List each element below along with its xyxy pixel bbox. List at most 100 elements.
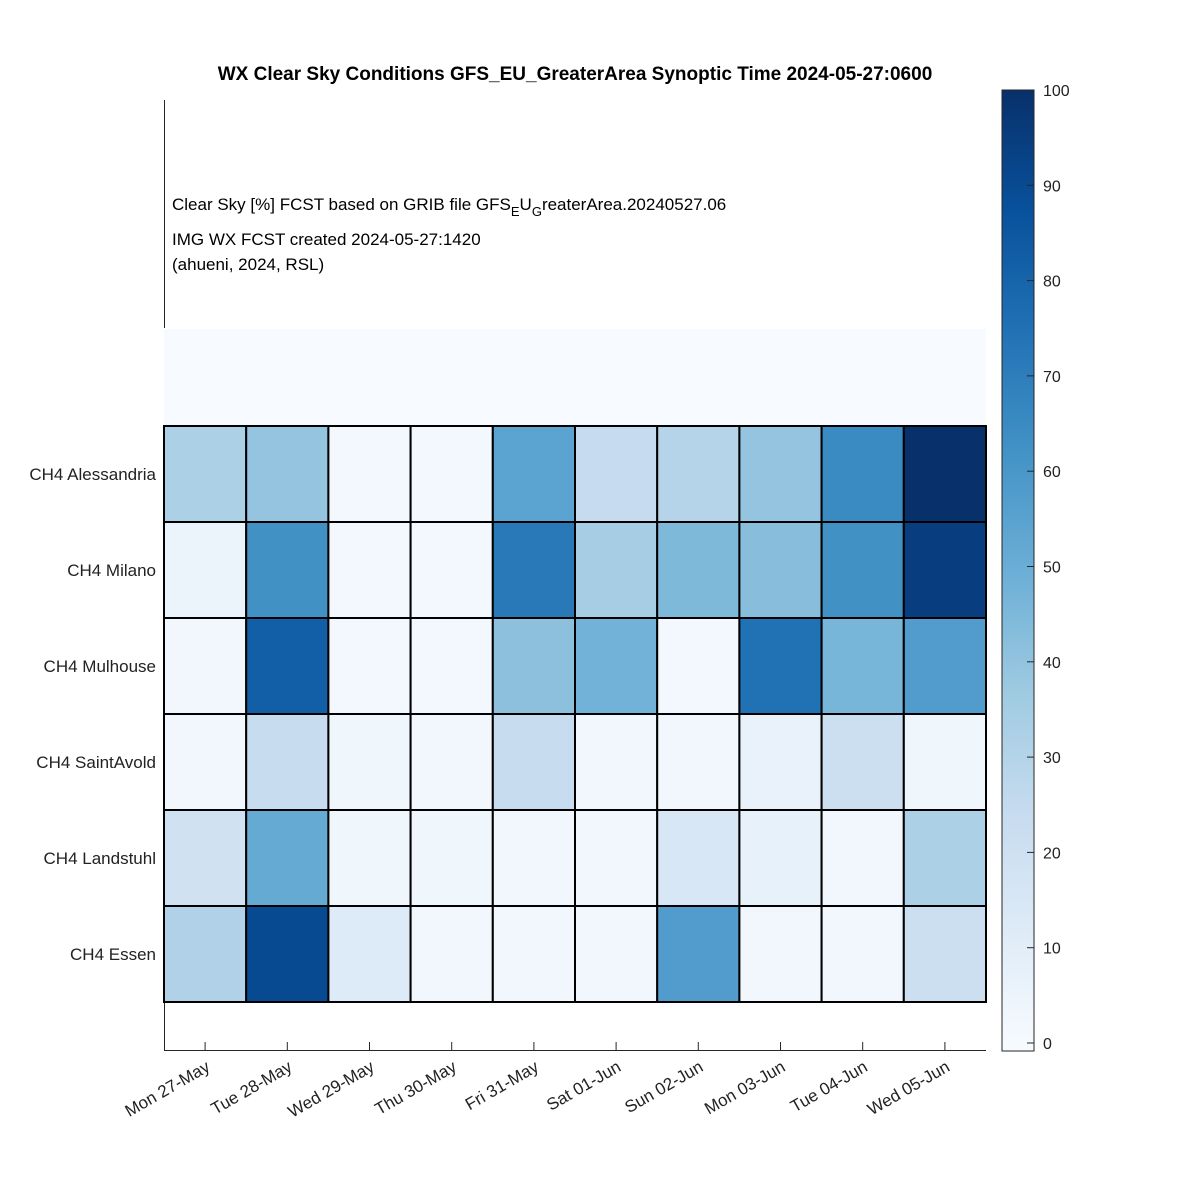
heatmap-cell bbox=[656, 713, 741, 811]
heatmap-cell bbox=[245, 809, 330, 907]
heatmap-cell bbox=[491, 425, 576, 523]
heatmap-cell bbox=[327, 713, 412, 811]
annotation-line-1-sub-e: E bbox=[511, 204, 520, 219]
heatmap-cell bbox=[245, 905, 330, 1003]
heatmap-cell bbox=[656, 809, 741, 907]
heatmap-cell bbox=[820, 425, 905, 523]
heatmap-cell bbox=[738, 425, 823, 523]
annotation-line-1: Clear Sky [%] FCST based on GRIB file GF… bbox=[172, 195, 726, 219]
y-tick-label: CH4 Alessandria bbox=[29, 465, 156, 484]
heatmap-cell bbox=[245, 521, 330, 619]
heatmap-cell bbox=[327, 809, 412, 907]
heatmap-cell bbox=[656, 905, 741, 1003]
heatmap-cell bbox=[491, 617, 576, 715]
heatmap-cell bbox=[574, 425, 659, 523]
heatmap-cell bbox=[245, 713, 330, 811]
heatmap-cell bbox=[574, 713, 659, 811]
heatmap-cell bbox=[902, 617, 987, 715]
y-tick-label: CH4 Essen bbox=[70, 945, 156, 964]
heatmap-cells bbox=[163, 425, 987, 1003]
annotation-line-1-sub-g: G bbox=[532, 204, 542, 219]
heatmap-cell bbox=[163, 425, 248, 523]
heatmap-cell bbox=[902, 521, 987, 619]
x-tick-label: Fri 31-May bbox=[462, 1057, 542, 1114]
heatmap-cell bbox=[738, 713, 823, 811]
heatmap-cell bbox=[656, 521, 741, 619]
heatmap-cell bbox=[327, 617, 412, 715]
heatmap-cell bbox=[820, 713, 905, 811]
annotation-line-1-suffix: reaterArea.20240527.06 bbox=[542, 195, 726, 214]
colorbar-tick-label: 50 bbox=[1043, 560, 1061, 577]
x-tick-label: Mon 27-May bbox=[122, 1057, 214, 1121]
annotation-line-1-prefix: Clear Sky [%] FCST based on GRIB file GF… bbox=[172, 195, 511, 214]
heatmap-cell bbox=[574, 617, 659, 715]
heatmap-cell bbox=[409, 809, 494, 907]
heatmap-cell bbox=[409, 905, 494, 1003]
heatmap-cell bbox=[327, 425, 412, 523]
y-axis-labels: CH4 Alessandria CH4 Milano CH4 Mulhouse CH4… bbox=[29, 465, 156, 964]
heatmap-cell bbox=[656, 617, 741, 715]
heatmap-cell bbox=[409, 713, 494, 811]
heatmap-cell bbox=[820, 617, 905, 715]
heatmap-cell bbox=[409, 617, 494, 715]
heatmap-cell bbox=[491, 713, 576, 811]
y-tick-label: CH4 Milano bbox=[67, 561, 156, 580]
heatmap-cell bbox=[738, 905, 823, 1003]
heatmap-cell bbox=[738, 809, 823, 907]
x-tick-label: Thu 30-May bbox=[372, 1057, 460, 1119]
colorbar-tick-label: 70 bbox=[1043, 369, 1061, 386]
y-tick-label: CH4 Mulhouse bbox=[44, 657, 156, 676]
heatmap-cell bbox=[902, 713, 987, 811]
x-tick-label: Sat 01-Jun bbox=[543, 1057, 624, 1115]
heatmap-cell bbox=[163, 521, 248, 619]
y-tick-label: CH4 Landstuhl bbox=[44, 849, 156, 868]
heatmap-cell bbox=[656, 425, 741, 523]
heatmap-cell bbox=[409, 521, 494, 619]
heatmap-cell bbox=[902, 905, 987, 1003]
annotation-line-2: IMG WX FCST created 2024-05-27:1420 bbox=[172, 230, 481, 249]
heatmap-cell bbox=[738, 521, 823, 619]
heatmap-cell bbox=[574, 905, 659, 1003]
heatmap-cell bbox=[574, 521, 659, 619]
colorbar-tick-label: 90 bbox=[1043, 178, 1061, 195]
colorbar-tick-label: 30 bbox=[1043, 750, 1061, 767]
x-tick-label: Mon 03-Jun bbox=[701, 1057, 788, 1118]
heatmap-cell bbox=[820, 521, 905, 619]
colorbar-tick-label: 80 bbox=[1043, 274, 1061, 291]
colorbar-tick-label: 40 bbox=[1043, 655, 1061, 672]
heatmap-cell bbox=[245, 425, 330, 523]
heatmap-cell bbox=[491, 905, 576, 1003]
heatmap-cell bbox=[327, 521, 412, 619]
annotation-line-1-mid: U bbox=[520, 195, 532, 214]
heatmap-cell bbox=[163, 617, 248, 715]
heatmap-cell bbox=[820, 905, 905, 1003]
heatmap-cell bbox=[738, 617, 823, 715]
y-tick-label: CH4 SaintAvold bbox=[36, 753, 156, 772]
heatmap-cell bbox=[902, 809, 987, 907]
heatmap-cell bbox=[163, 713, 248, 811]
x-tick-label: Sun 02-Jun bbox=[621, 1057, 706, 1117]
blank-top-row bbox=[164, 329, 986, 426]
colorbar-tick-label: 10 bbox=[1043, 941, 1061, 958]
chart-title: WX Clear Sky Conditions GFS_EU_GreaterAr… bbox=[218, 64, 933, 85]
colorbar-gradient bbox=[1001, 89, 1035, 1052]
heatmap-cell bbox=[163, 905, 248, 1003]
x-tick-label: Wed 05-Jun bbox=[864, 1057, 953, 1119]
heatmap-cell bbox=[491, 521, 576, 619]
x-tick-label: Tue 04-Jun bbox=[787, 1057, 870, 1116]
heatmap-cell bbox=[409, 425, 494, 523]
colorbar-tick-label: 100 bbox=[1043, 83, 1070, 100]
colorbar-tick-label: 20 bbox=[1043, 845, 1061, 862]
heatmap-cell bbox=[327, 905, 412, 1003]
heatmap-cell bbox=[163, 809, 248, 907]
heatmap-cell bbox=[245, 617, 330, 715]
colorbar: 0 10 20 30 40 50 60 70 80 90 100 bbox=[1001, 83, 1070, 1053]
heatmap-cell bbox=[820, 809, 905, 907]
x-tick-label: Tue 28-May bbox=[208, 1057, 296, 1119]
heatmap-cell bbox=[491, 809, 576, 907]
heatmap-cell bbox=[574, 809, 659, 907]
x-tick-label: Wed 29-May bbox=[285, 1057, 378, 1122]
colorbar-tick-label: 0 bbox=[1043, 1036, 1052, 1053]
